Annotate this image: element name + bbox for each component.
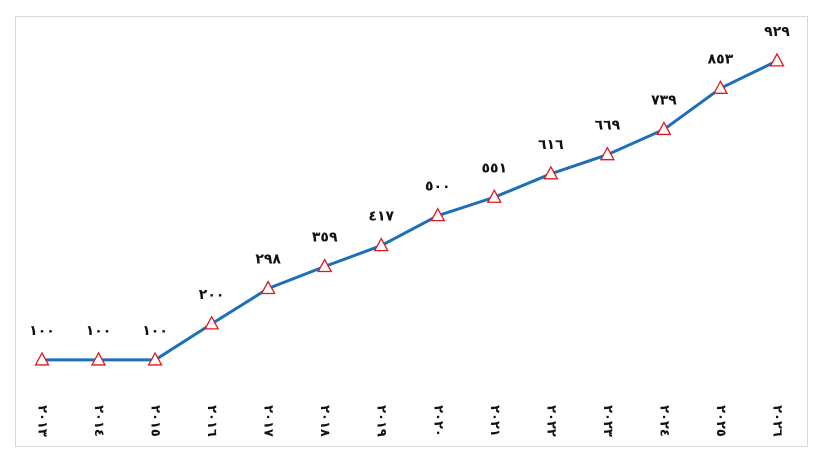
data-label: ٤١٧: [368, 209, 394, 225]
data-label: ٨٥٣: [708, 51, 734, 67]
marker: [486, 188, 502, 203]
marker: [147, 351, 163, 366]
chart-frame: [15, 16, 808, 447]
data-label: ٦٦٩: [595, 118, 621, 134]
data-label: ٥٥١: [481, 160, 507, 176]
x-tick-label: ٢٠١٩: [374, 405, 389, 437]
data-label: ٦١٦: [538, 137, 564, 153]
marker: [599, 146, 615, 161]
x-tick-label: ٢٠١٣: [35, 405, 50, 437]
x-tick-label: ٢٠٢٠: [430, 405, 445, 437]
data-label: ٣٥٩: [312, 230, 338, 246]
marker: [430, 207, 446, 222]
marker: [373, 237, 389, 252]
x-tick-label: ٢٠٢٦: [770, 405, 785, 437]
marker: [656, 121, 672, 136]
x-tick-label: ٢٠١٥: [148, 405, 163, 437]
data-label: ٢٩٨: [255, 252, 281, 268]
data-label: ١٠٠: [142, 323, 168, 339]
x-tick-label: ٢٠٢٥: [713, 405, 728, 437]
x-tick-label: ٢٠١٨: [317, 405, 332, 437]
data-label: ١٠٠: [29, 323, 55, 339]
marker: [90, 351, 107, 366]
data-label: ٧٣٩: [651, 92, 677, 108]
data-label: ١٠٠: [86, 323, 112, 339]
data-line: [42, 59, 778, 362]
x-tick-label: ٢٠٢٢: [543, 405, 558, 437]
marker: [769, 52, 785, 67]
x-tick-label: ٢٠٢٤: [656, 405, 671, 437]
marker: [712, 79, 729, 94]
marker: [204, 315, 220, 330]
x-tick-label: ٢٠٢٣: [600, 405, 615, 437]
data-label: ٩٢٩: [764, 24, 790, 40]
data-label: ٢٠٠: [199, 287, 225, 303]
x-tick-label: ٢٠١٤: [91, 405, 106, 437]
x-tick-label: ٢٠١٦: [204, 405, 219, 437]
data-label: ٥٠٠: [425, 179, 451, 195]
marker: [543, 165, 559, 180]
x-tick-label: ٢٠٢١: [487, 405, 502, 437]
marker: [260, 280, 276, 295]
x-tick-label: ٢٠١٧: [261, 405, 276, 437]
marker: [317, 258, 333, 273]
marker: [34, 351, 50, 366]
